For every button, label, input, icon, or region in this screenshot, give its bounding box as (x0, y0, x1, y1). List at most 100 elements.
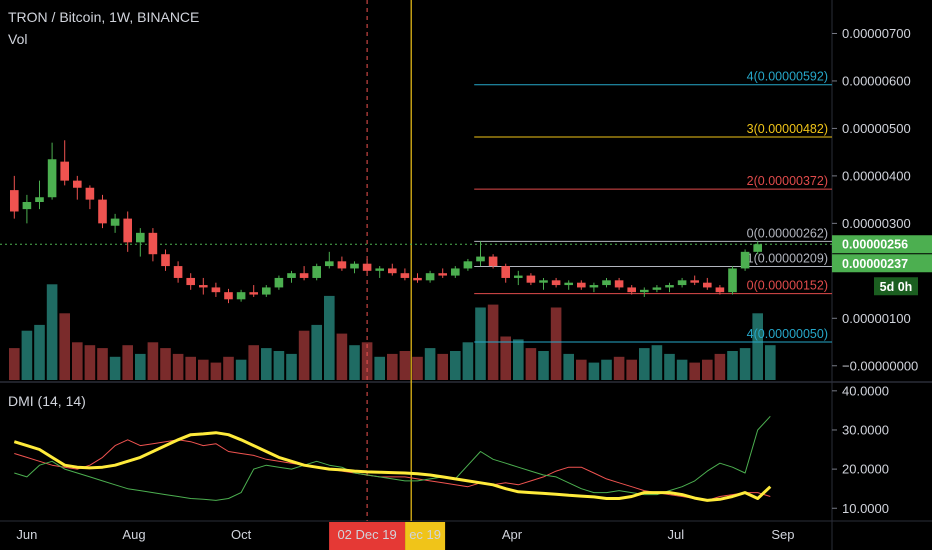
candle-body (425, 273, 435, 281)
candlestick-series (10, 140, 762, 304)
candle-body (451, 268, 460, 276)
axes: 0.00000700 0.00000600 0.00000500 0.00000400… (16, 26, 932, 550)
candle-body (60, 161, 69, 181)
time-tick-label: Sep (771, 527, 794, 542)
volume-bar (34, 324, 45, 380)
volume-bar (248, 345, 259, 380)
date-markers (366, 0, 412, 521)
volume-bar (21, 330, 33, 380)
volume-bar (72, 342, 83, 380)
time-tick-label: Apr (502, 527, 523, 542)
volume-bar (475, 307, 486, 380)
candle-body (488, 256, 498, 267)
candle-body (287, 273, 296, 278)
volume-bar (198, 359, 209, 380)
candle-body (211, 287, 221, 293)
volume-bar (500, 336, 511, 380)
volume-bar (424, 348, 436, 380)
candle-body (665, 285, 674, 288)
yellow-marker-badge-bg (405, 522, 446, 550)
candle-body (388, 268, 397, 274)
candle-body (703, 282, 712, 288)
volume-bar (9, 348, 20, 380)
volume-bar (298, 330, 310, 380)
candle-body (136, 232, 145, 243)
volume-bar (626, 359, 637, 380)
volume-bar (437, 353, 448, 380)
candle-body (602, 280, 611, 286)
volume-bar (727, 351, 738, 380)
volume-bar (147, 342, 159, 380)
candle-body (148, 232, 158, 255)
volume-bar (462, 342, 474, 380)
candle-body (514, 275, 523, 278)
dmi-tick-label: 40.0000 (842, 383, 889, 398)
candle-body (413, 277, 422, 281)
volume-bar (702, 359, 713, 380)
candle-body (249, 292, 258, 295)
volume-bar (550, 307, 562, 380)
dec-marker-badge-bg (329, 522, 406, 550)
volume-bar (311, 324, 322, 380)
candle-body (715, 287, 725, 293)
volume-bar (412, 356, 423, 380)
countdown-badge-bg (874, 277, 918, 296)
dmi-label: DMI (14, 14) (8, 393, 86, 409)
volume-bar (59, 313, 70, 380)
candle-body (123, 218, 132, 243)
candle-body (274, 277, 284, 288)
price-tick-label: 0.00000400 (842, 168, 911, 183)
dmi-indicator (13, 415, 772, 502)
fibonacci-levels: 4(0.00000592) 3(0.00000482) 2(0.00000372) 0… (0, 70, 832, 343)
price-tick-label: 0.00000700 (842, 26, 911, 41)
volume-bar (46, 284, 58, 380)
time-tick-label: Aug (122, 527, 145, 542)
candle-body (299, 273, 309, 278)
dmi-minus-line (14, 439, 771, 501)
volume-bar (450, 351, 461, 380)
volume-bar (752, 313, 763, 380)
candle-body (325, 261, 334, 267)
yellow-marker-badge-label: ec 19 (409, 527, 441, 542)
price-tick-label: 0.00000600 (842, 73, 911, 88)
candle-body (350, 263, 359, 269)
fib-level-label: 0(0.00000262) (747, 226, 828, 240)
volume-bar (765, 345, 776, 380)
fib-level-label: 4(0.00000592) (747, 70, 828, 84)
volume-label: Vol (8, 31, 28, 47)
candle-body (85, 187, 95, 200)
volume-bar (235, 359, 247, 380)
volume-bar (273, 351, 285, 380)
volume-bar (513, 339, 524, 380)
candle-body (627, 287, 636, 293)
volume-bar (160, 348, 171, 380)
volume-bar (664, 353, 675, 380)
candle-body (362, 263, 372, 271)
time-tick-label: Oct (231, 527, 252, 542)
volume-bar (525, 348, 537, 380)
volume-bars (9, 284, 776, 380)
dmi-plus-line (14, 415, 771, 501)
fib-level-label: 0(0.00000152) (747, 279, 828, 293)
volume-bar (714, 353, 726, 380)
volume-bar (639, 348, 650, 380)
candle-body (551, 280, 561, 286)
candle-body (690, 280, 699, 283)
candle-body (375, 268, 384, 271)
current-price-label: 0.00000256 (842, 238, 908, 252)
candle-body (400, 273, 410, 278)
volume-bar (135, 353, 146, 380)
price-tick-label: 0.00000300 (842, 216, 911, 231)
volume-bar (172, 353, 184, 380)
candle-body (640, 289, 649, 293)
candle-body (564, 282, 573, 286)
candle-body (312, 266, 321, 278)
volume-bar (601, 359, 612, 380)
fib-level-label: 2(0.00000372) (747, 174, 828, 188)
volume-bar (109, 356, 121, 380)
price-tick-label: 0.00000100 (842, 311, 911, 326)
volume-bar (613, 356, 625, 380)
chart-title: TRON / Bitcoin, 1W, BINANCE (8, 9, 200, 25)
volume-bar (185, 356, 196, 380)
